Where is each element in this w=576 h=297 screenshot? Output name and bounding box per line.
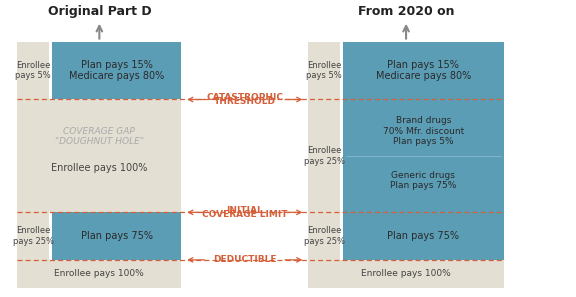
Bar (308, 260, 504, 288)
Bar (17, 42, 49, 99)
Text: Plan pays 15%
Medicare pays 80%: Plan pays 15% Medicare pays 80% (376, 60, 471, 81)
Bar (17, 212, 49, 260)
Text: Brand drugs
70% Mfr. discount
Plan pays 5%: Brand drugs 70% Mfr. discount Plan pays … (382, 116, 464, 146)
Bar (308, 99, 340, 212)
Text: COVERAGE GAP
"DOUGHNUT HOLE": COVERAGE GAP "DOUGHNUT HOLE" (55, 127, 144, 146)
Text: THRESHOLD: THRESHOLD (214, 97, 276, 106)
Text: CATASTROPHIC: CATASTROPHIC (206, 93, 283, 102)
Text: Plan pays 15%
Medicare pays 80%: Plan pays 15% Medicare pays 80% (69, 60, 164, 81)
Text: Enrollee pays 100%: Enrollee pays 100% (55, 269, 144, 279)
Bar (343, 212, 504, 260)
Text: Enrollee pays 100%: Enrollee pays 100% (51, 163, 147, 173)
Text: DEDUCTIBLE: DEDUCTIBLE (213, 255, 276, 264)
Text: Enrollee
pays 25%: Enrollee pays 25% (13, 226, 54, 246)
Text: Original Part D: Original Part D (48, 5, 151, 18)
Text: COVERAGE LIMIT: COVERAGE LIMIT (202, 210, 287, 219)
Bar (308, 212, 340, 260)
Text: Enrollee pays 100%: Enrollee pays 100% (361, 269, 451, 279)
Bar (343, 42, 504, 99)
Bar (52, 212, 181, 260)
Text: Enrollee
pays 25%: Enrollee pays 25% (304, 226, 344, 246)
Bar (17, 260, 181, 288)
Text: From 2020 on: From 2020 on (358, 5, 454, 18)
Text: Enrollee
pays 5%: Enrollee pays 5% (15, 61, 51, 80)
Text: Plan pays 75%: Plan pays 75% (81, 231, 153, 241)
Bar (343, 99, 504, 212)
Text: Enrollee
pays 25%: Enrollee pays 25% (304, 146, 344, 166)
Bar (52, 42, 181, 99)
Text: Plan pays 75%: Plan pays 75% (387, 231, 460, 241)
Bar (308, 42, 340, 99)
Text: Enrollee
pays 5%: Enrollee pays 5% (306, 61, 342, 80)
Bar (17, 99, 181, 212)
Text: INITIAL: INITIAL (226, 206, 263, 215)
Text: Generic drugs
Plan pays 75%: Generic drugs Plan pays 75% (390, 171, 457, 190)
